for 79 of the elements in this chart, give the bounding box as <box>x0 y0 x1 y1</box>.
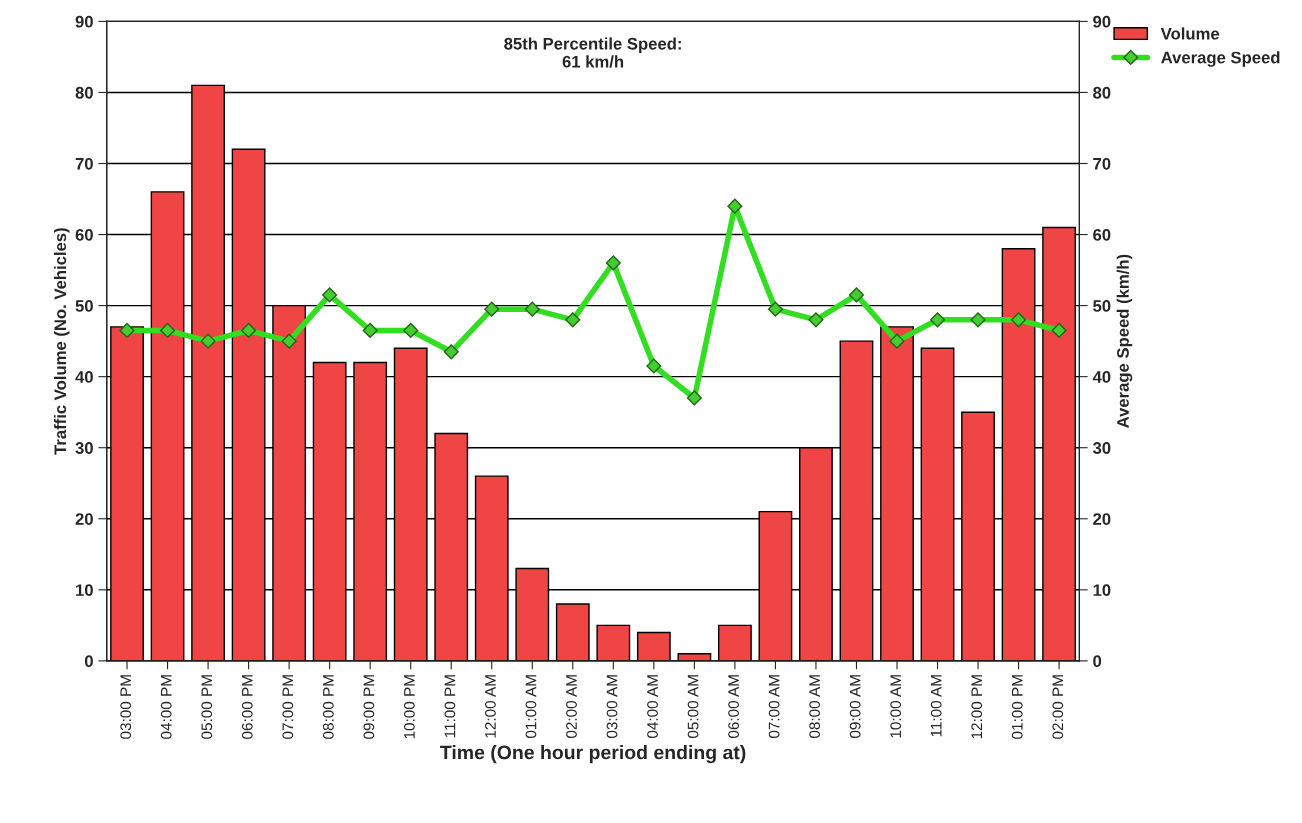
point <box>200 333 216 349</box>
x-tick-label: 12:00 PM <box>971 675 983 739</box>
point <box>403 322 419 339</box>
x-tick-label: 03:00 PM <box>120 675 132 739</box>
legend-label: Average Speed <box>1161 51 1280 67</box>
x-tick-label: 08:00 AM <box>809 675 821 739</box>
point <box>929 312 946 328</box>
point <box>646 358 662 374</box>
annotation: 85th Percentile Speed: 61 km/h <box>504 37 681 68</box>
y2-tick-label: 40 <box>1092 371 1111 383</box>
bar <box>677 653 712 661</box>
legend-label: Volume <box>1160 27 1220 40</box>
x-tick-label: 10:00 PM <box>403 675 415 739</box>
x-axis-title: Time (One hour period ending at) <box>440 745 746 764</box>
point <box>1011 312 1027 328</box>
point <box>241 322 257 339</box>
y-tick-label: 90 <box>75 15 93 28</box>
point <box>889 333 905 349</box>
point <box>281 333 297 349</box>
y-axis-title: Traffic Volume (No. Vehicles) <box>53 228 70 455</box>
point <box>767 301 783 317</box>
point <box>484 301 500 317</box>
x-tick-label: 10:00 AM <box>890 675 902 738</box>
point <box>970 312 986 328</box>
y-tick-label: 70 <box>75 157 93 170</box>
x-tick-label: 01:00 PM <box>1011 675 1023 739</box>
y-tick-label: 40 <box>75 371 93 383</box>
y-tick-label: 20 <box>75 513 93 525</box>
y-tick-label: 80 <box>75 86 93 99</box>
point <box>605 255 621 271</box>
x-tick-label: 08:00 PM <box>322 675 334 739</box>
x-tick-label: 12:00 AM <box>485 675 496 738</box>
bar <box>555 603 590 661</box>
x-tick-label: 09:00 AM <box>849 675 861 739</box>
x-tick-label: 07:00 AM <box>768 675 780 739</box>
point <box>119 322 135 339</box>
bar <box>636 631 671 661</box>
x-tick-label: 01:00 AM <box>525 675 537 739</box>
x-tick-label: 05:00 AM <box>687 675 699 739</box>
point <box>524 301 540 317</box>
x-tick-label: 06:00 AM <box>728 675 739 739</box>
x-tick-label: 05:00 PM <box>201 675 213 739</box>
y2-tick-label: 60 <box>1093 228 1111 241</box>
point <box>727 198 743 214</box>
y-tick-label: 0 <box>84 655 93 668</box>
y-tick-label: 30 <box>75 442 93 454</box>
bar <box>717 624 752 661</box>
y2-tick-label: 0 <box>1093 655 1102 668</box>
point <box>686 390 702 406</box>
x-tick-label: 11:00 PM <box>444 675 456 738</box>
y2-tick-label: 30 <box>1092 442 1111 454</box>
x-tick-label: 09:00 PM <box>363 675 375 739</box>
point <box>443 344 459 360</box>
point <box>322 287 338 303</box>
y-tick-label: 50 <box>75 300 93 312</box>
point <box>362 322 378 339</box>
x-tick-label: 02:00 AM <box>566 675 577 739</box>
point <box>848 287 865 303</box>
point <box>1051 322 1067 339</box>
y2-tick-label: 70 <box>1093 157 1111 170</box>
x-tick-label: 07:00 PM <box>282 675 294 739</box>
y-tick-label: 10 <box>76 584 93 597</box>
x-tick-label: 11:00 AM <box>930 675 942 737</box>
point <box>808 312 824 328</box>
y2-tick-label: 90 <box>1093 15 1111 28</box>
y2-tick-label: 20 <box>1093 513 1111 525</box>
x-tick-label: 02:00 PM <box>1052 675 1064 739</box>
x-tick-label: 04:00 PM <box>160 675 172 739</box>
y2-tick-label: 80 <box>1093 86 1111 99</box>
y2-axis-title: Average Speed (km/h) <box>1116 254 1133 428</box>
x-tick-label: 04:00 AM <box>647 675 658 739</box>
y2-tick-label: 10 <box>1093 584 1111 597</box>
x-tick-label: 03:00 AM <box>606 675 618 739</box>
y2-tick-label: 50 <box>1093 300 1111 312</box>
x-tick-label: 06:00 PM <box>241 675 253 739</box>
y-tick-label: 60 <box>75 228 93 241</box>
bar <box>596 624 631 661</box>
point <box>565 312 581 328</box>
point <box>159 322 176 339</box>
